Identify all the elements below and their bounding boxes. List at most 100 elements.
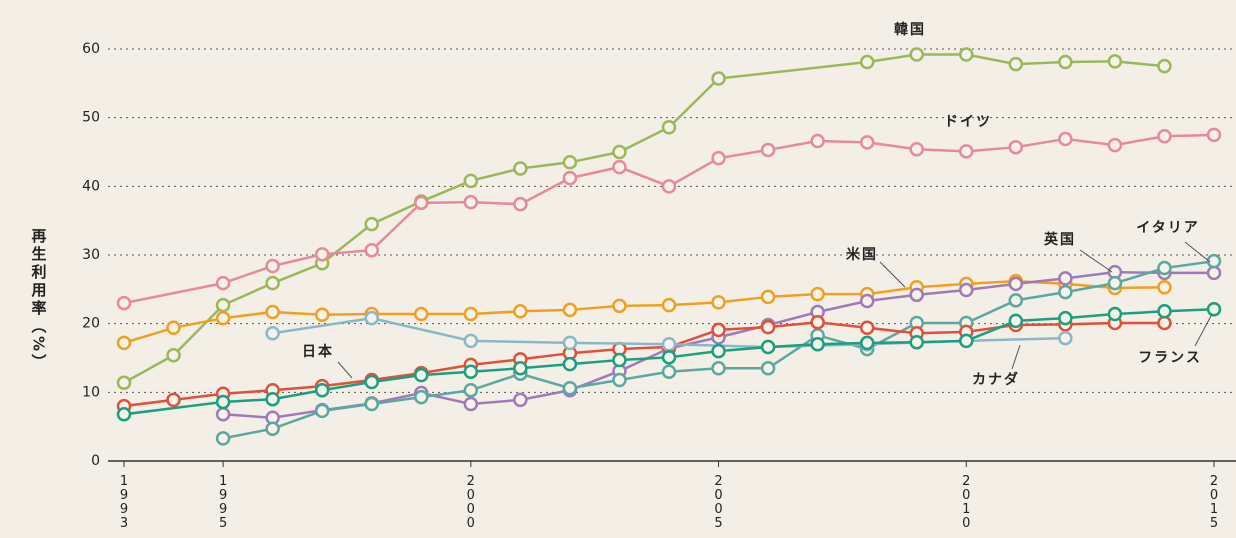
data-point — [116, 375, 132, 390]
data-point — [463, 173, 479, 189]
data-point — [810, 315, 825, 330]
data-point — [711, 322, 726, 338]
data-point — [1157, 315, 1172, 331]
data-point — [760, 339, 776, 355]
data-point — [612, 159, 627, 175]
series-line — [123, 307, 1215, 416]
y-tick-label: 50 — [82, 110, 100, 126]
data-point — [1008, 276, 1024, 292]
data-point — [760, 319, 776, 335]
y-tick-label: 60 — [82, 41, 100, 57]
data-point — [711, 150, 726, 166]
data-point — [1058, 310, 1073, 326]
data-point — [1058, 271, 1073, 286]
data-point — [463, 396, 479, 412]
series-line — [123, 321, 1165, 408]
data-point — [265, 391, 280, 407]
data-point — [215, 310, 231, 326]
data-point — [364, 310, 379, 326]
data-point — [364, 216, 379, 232]
data-point — [166, 392, 181, 408]
data-point — [215, 431, 231, 446]
data-point — [265, 258, 280, 274]
data-point — [810, 133, 825, 149]
x-tick-label: 2000 — [463, 474, 478, 530]
data-point — [215, 275, 231, 291]
data-point — [463, 306, 479, 322]
series-label: カナダ — [972, 371, 1020, 388]
data-point — [1008, 313, 1024, 329]
data-point — [661, 364, 677, 379]
data-point — [1058, 284, 1073, 300]
data-point — [116, 407, 132, 422]
data-point — [859, 335, 875, 351]
data-point — [859, 54, 875, 70]
series-line — [123, 53, 1165, 384]
data-point — [760, 142, 776, 158]
y-axis-label: 再生利用率（%） — [30, 228, 48, 372]
data-point — [166, 348, 181, 363]
data-point — [711, 71, 726, 86]
data-point — [116, 295, 132, 311]
data-point — [1206, 265, 1222, 281]
y-tick-label: 30 — [82, 247, 100, 263]
data-point — [711, 361, 726, 376]
y-tick-label: 0 — [91, 453, 100, 469]
data-point — [265, 326, 280, 341]
data-point — [463, 364, 479, 379]
data-point — [1058, 54, 1073, 70]
data-point — [215, 394, 231, 410]
data-point — [760, 361, 776, 376]
data-point — [364, 396, 379, 412]
data-point — [1157, 128, 1172, 144]
data-point — [859, 320, 875, 336]
data-point — [166, 320, 181, 336]
data-point — [859, 135, 875, 150]
series-label: 英国 — [1043, 231, 1076, 248]
data-point — [314, 307, 330, 322]
data-point — [810, 286, 825, 302]
data-point — [562, 380, 578, 396]
series-label: ドイツ — [944, 114, 992, 130]
data-point — [562, 356, 578, 372]
data-point — [314, 403, 330, 419]
series-line — [123, 279, 1165, 345]
x-tick-label: 2005 — [711, 474, 726, 530]
x-tick-label: 2015 — [1207, 474, 1222, 530]
data-point — [959, 47, 974, 62]
data-point — [1206, 301, 1222, 317]
data-point — [1107, 54, 1123, 69]
data-point — [562, 302, 578, 318]
data-point — [1008, 139, 1024, 155]
data-point — [909, 47, 924, 62]
data-point — [215, 297, 231, 313]
data-point — [314, 247, 330, 262]
data-point — [661, 337, 677, 352]
data-point — [859, 293, 875, 309]
data-point — [959, 144, 974, 159]
data-point — [265, 421, 280, 436]
data-point — [414, 195, 429, 211]
series-label: 米国 — [846, 246, 878, 263]
series-label: 日本 — [302, 343, 334, 360]
data-point — [562, 335, 578, 351]
y-tick-label: 40 — [82, 178, 100, 194]
data-point — [513, 304, 528, 319]
data-point — [1107, 275, 1123, 291]
x-tick-label: 1995 — [216, 474, 231, 530]
data-point — [215, 407, 231, 422]
data-point — [513, 161, 528, 176]
data-point — [1107, 306, 1123, 322]
data-point — [661, 297, 677, 313]
data-point — [414, 306, 429, 322]
data-point — [612, 144, 627, 160]
data-point — [513, 392, 528, 408]
data-point — [909, 334, 924, 350]
data-point — [711, 343, 726, 359]
data-point — [265, 275, 280, 291]
data-point — [265, 304, 280, 320]
data-point — [1008, 56, 1024, 72]
data-point — [1157, 260, 1172, 276]
data-point — [1206, 253, 1222, 269]
